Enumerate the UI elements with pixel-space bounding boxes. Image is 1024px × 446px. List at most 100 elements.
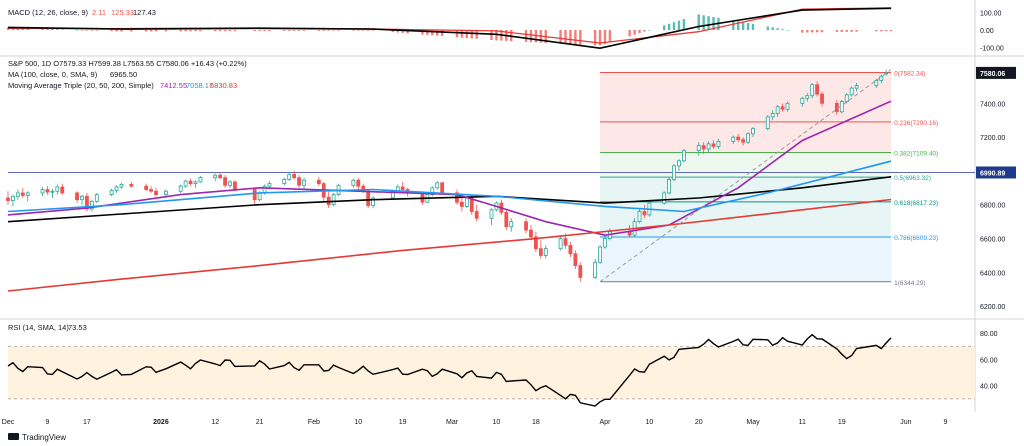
candle[interactable] (218, 172, 223, 180)
candle[interactable] (351, 178, 356, 188)
candle[interactable] (198, 176, 203, 183)
candle[interactable] (287, 172, 292, 182)
candle[interactable] (849, 86, 854, 97)
candle[interactable] (75, 191, 79, 204)
candle[interactable] (568, 241, 573, 258)
candle-body (440, 182, 445, 194)
tradingview-logo[interactable]: TradingView (8, 433, 66, 442)
candle[interactable] (677, 159, 681, 171)
candle[interactable] (637, 208, 642, 224)
candle[interactable] (682, 148, 686, 163)
candle[interactable] (815, 81, 820, 97)
candle[interactable] (543, 245, 548, 259)
candle[interactable] (538, 240, 543, 259)
candle[interactable] (331, 192, 336, 207)
candle[interactable] (716, 138, 721, 149)
candle[interactable] (524, 218, 528, 234)
candle[interactable] (213, 173, 218, 182)
candle[interactable] (741, 137, 746, 146)
candle[interactable] (558, 235, 563, 251)
candle[interactable] (6, 191, 10, 205)
candle[interactable] (144, 183, 149, 192)
candle[interactable] (119, 182, 124, 189)
candle[interactable] (292, 170, 297, 180)
candle[interactable] (297, 175, 301, 188)
candle[interactable] (223, 175, 227, 188)
candle[interactable] (50, 188, 55, 198)
candle[interactable] (45, 186, 50, 195)
candle[interactable] (11, 194, 15, 207)
candle[interactable] (662, 191, 667, 205)
candle[interactable] (854, 83, 859, 92)
candle[interactable] (810, 83, 815, 99)
candle[interactable] (459, 197, 464, 212)
candle[interactable] (154, 187, 158, 197)
candle[interactable] (696, 142, 701, 156)
candle[interactable] (188, 178, 193, 187)
candle[interactable] (578, 262, 583, 282)
candle[interactable] (60, 183, 65, 195)
candle[interactable] (573, 250, 578, 269)
candle[interactable] (435, 181, 440, 190)
candle[interactable] (25, 191, 30, 202)
candle[interactable] (430, 186, 435, 197)
candle[interactable] (844, 93, 849, 104)
candle[interactable] (770, 110, 775, 121)
candle[interactable] (228, 180, 232, 188)
candle-body (75, 192, 79, 201)
candle[interactable] (282, 177, 287, 186)
candle[interactable] (667, 177, 672, 195)
candle[interactable] (800, 96, 805, 107)
candle[interactable] (504, 209, 509, 231)
candle[interactable] (400, 181, 405, 192)
candle[interactable] (731, 135, 736, 144)
candle[interactable] (469, 194, 474, 215)
candle[interactable] (711, 140, 716, 149)
candle[interactable] (820, 91, 824, 107)
candle[interactable] (183, 179, 188, 188)
candle[interactable] (149, 186, 153, 193)
candle[interactable] (874, 78, 879, 89)
candle[interactable] (529, 225, 533, 241)
candle[interactable] (746, 132, 750, 144)
candle[interactable] (40, 187, 45, 197)
candle[interactable] (775, 105, 780, 117)
candle[interactable] (765, 115, 770, 131)
candle[interactable] (356, 177, 361, 190)
candle[interactable] (371, 196, 375, 209)
candle[interactable] (15, 189, 20, 200)
candle[interactable] (20, 187, 25, 198)
candle-body (15, 192, 20, 197)
candle[interactable] (706, 141, 711, 153)
candle[interactable] (785, 101, 790, 112)
candle[interactable] (94, 192, 99, 204)
candle[interactable] (55, 184, 60, 195)
candle-body (800, 97, 805, 104)
candle[interactable] (603, 235, 607, 249)
candle[interactable] (80, 194, 84, 205)
candle[interactable] (89, 199, 94, 212)
candle[interactable] (598, 245, 602, 264)
candle[interactable] (534, 231, 538, 253)
candle[interactable] (474, 204, 479, 222)
candle[interactable] (701, 142, 706, 155)
candle[interactable] (736, 133, 741, 143)
candle[interactable] (672, 164, 676, 182)
candle[interactable] (642, 204, 647, 219)
candle[interactable] (316, 176, 321, 187)
candle[interactable] (114, 185, 119, 193)
candle-body (252, 189, 257, 201)
candle[interactable] (489, 208, 494, 226)
candle[interactable] (751, 126, 755, 138)
time-tick-label: 20 (695, 419, 703, 426)
candle[interactable] (129, 181, 134, 188)
candle[interactable] (193, 180, 198, 188)
candle[interactable] (252, 187, 257, 205)
candle[interactable] (593, 258, 598, 280)
candle[interactable] (302, 177, 306, 190)
candle[interactable] (805, 93, 810, 102)
candle[interactable] (109, 188, 114, 197)
candle[interactable] (509, 218, 514, 232)
candle[interactable] (178, 184, 183, 193)
candle[interactable] (780, 103, 785, 112)
